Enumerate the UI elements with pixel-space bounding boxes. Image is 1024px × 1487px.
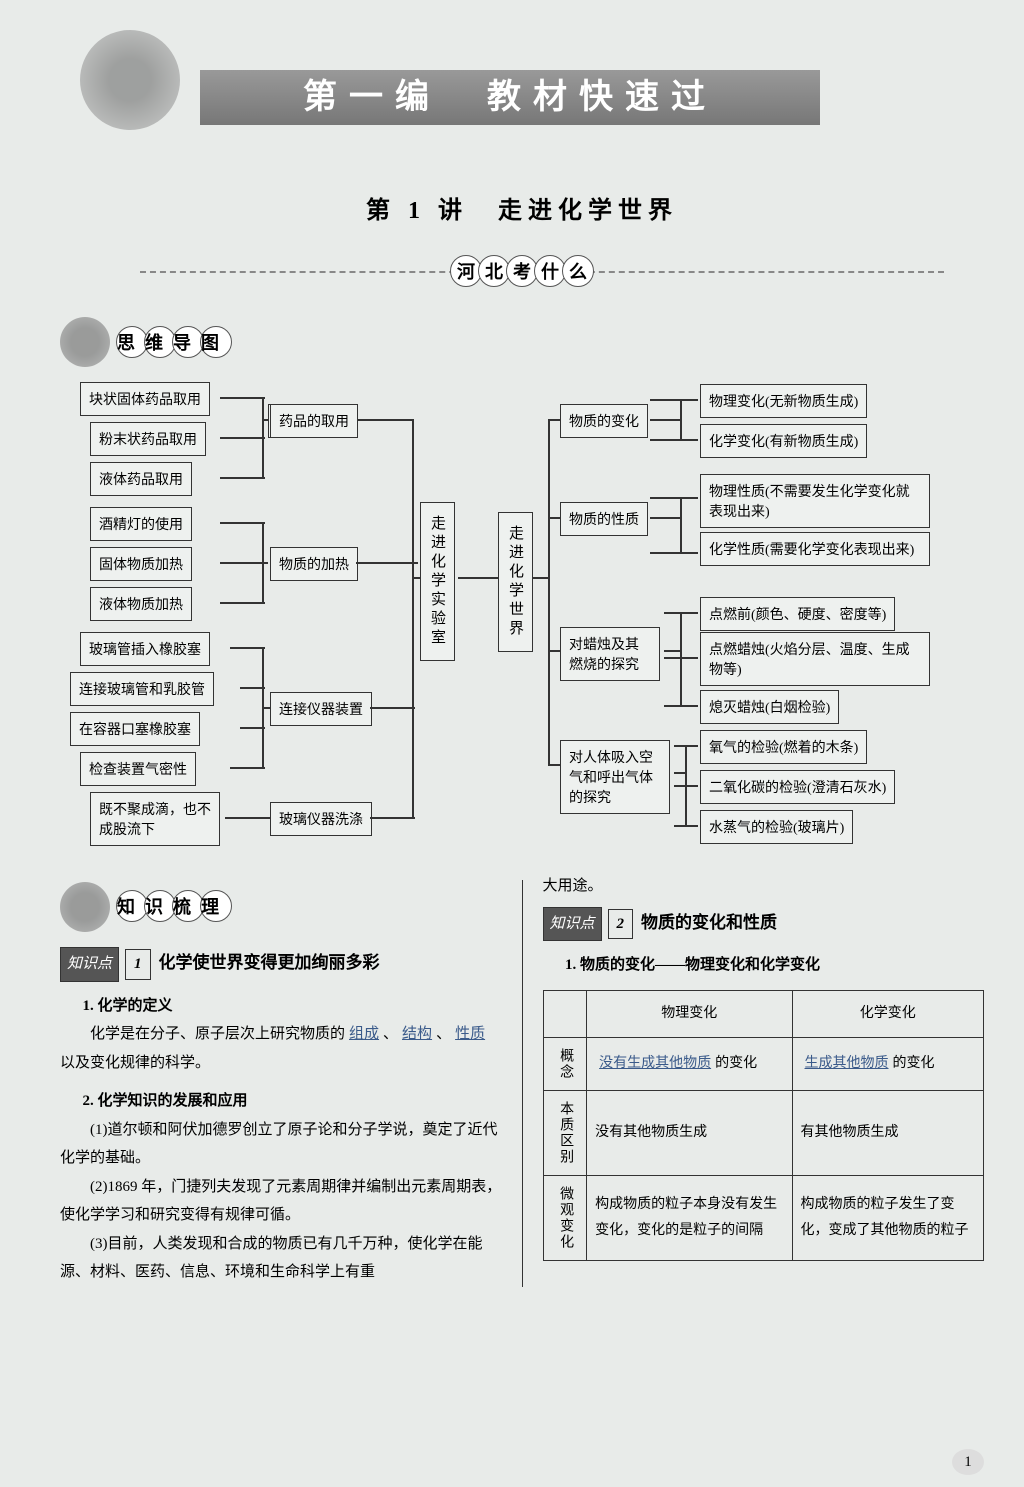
body-text: (3)目前，人类发现和合成的物质已有几千万种，使化学在能源、材料、医药、信息、环… <box>60 1230 502 1287</box>
banner-title: 第一编 教材快速过 <box>200 70 820 125</box>
node: 块状固体药品取用 <box>80 382 210 416</box>
book-icon <box>80 30 180 130</box>
node: 点燃蜡烛(火焰分层、温度、生成物等) <box>700 632 930 686</box>
node: 物理变化(无新物质生成) <box>700 384 867 418</box>
knowledge-header: 知识梳理 <box>60 882 502 932</box>
node: 固体物质加热 <box>90 547 192 581</box>
node: 二氧化碳的检验(澄清石灰水) <box>700 770 895 804</box>
node: 酒精灯的使用 <box>90 507 192 541</box>
sub-heading: 2. 化学知识的发展和应用 <box>60 1087 502 1116</box>
right-column: 大用途。 知识点2物质的变化和性质 1. 物质的变化——物理变化和化学变化 物理… <box>543 872 985 1287</box>
column-divider <box>522 880 523 1287</box>
content-columns: 知识梳理 知识点1化学使世界变得更加绚丽多彩 1. 化学的定义 化学是在分子、原… <box>60 872 984 1287</box>
left-column: 知识梳理 知识点1化学使世界变得更加绚丽多彩 1. 化学的定义 化学是在分子、原… <box>60 872 502 1287</box>
table-header <box>543 990 587 1038</box>
node: 检查装置气密性 <box>80 752 196 786</box>
node: 点燃前(颜色、硬度、密度等) <box>700 597 895 631</box>
body-text: 化学是在分子、原子层次上研究物质的组成、结构、性质以及变化规律的科学。 <box>60 1020 502 1077</box>
mindmap-header: 思维导图 <box>60 317 984 367</box>
sub-heading: 1. 化学的定义 <box>60 992 502 1021</box>
table-row: 概念 没有生成其他物质的变化 生成其他物质的变化 <box>543 1038 984 1091</box>
continuation-text: 大用途。 <box>543 872 985 901</box>
node: 氧气的检验(燃着的木条) <box>700 730 867 764</box>
comparison-table: 物理变化 化学变化 概念 没有生成其他物质的变化 生成其他物质的变化 本质区别 … <box>543 990 985 1262</box>
node: 连接玻璃管和乳胶管 <box>70 672 214 706</box>
page-number: 1 <box>952 1449 984 1475</box>
center-node: 走进化学世界 <box>498 512 533 652</box>
body-text: (1)道尔顿和阿伏加德罗创立了原子论和分子学说，奠定了近代化学的基础。 <box>60 1116 502 1173</box>
hub-node: 物质的性质 <box>560 502 648 536</box>
divider-label: 河北考什么 <box>452 255 592 287</box>
hub-node: 对人体吸入空气和呼出气体的探究 <box>560 740 670 814</box>
node: 化学变化(有新物质生成) <box>700 424 867 458</box>
exam-section-divider: 河北考什么 <box>60 255 984 287</box>
node: 水蒸气的检验(玻璃片) <box>700 810 853 844</box>
node: 熄灭蜡烛(白烟检验) <box>700 690 839 724</box>
node: 液体物质加热 <box>90 587 192 621</box>
hub-node: 药品的取用 <box>270 404 358 438</box>
node: 玻璃管插入橡胶塞 <box>80 632 210 666</box>
body-text: (2)1869 年，门捷列夫发现了元素周期律并编制出元素周期表，使化学学习和研究… <box>60 1173 502 1230</box>
kp2-heading: 知识点2物质的变化和性质 <box>543 907 985 942</box>
node: 在容器口塞橡胶塞 <box>70 712 200 746</box>
lesson-subtitle: 第 1 讲 走进化学世界 <box>60 190 984 225</box>
mind-map: 走进化学世界 走进化学实验室 药品的取用 块状固体药品取用 粉末状药品取用 液体… <box>60 382 984 852</box>
magnifier-icon <box>60 882 110 932</box>
kp1-heading: 知识点1化学使世界变得更加绚丽多彩 <box>60 947 502 982</box>
table-row: 微观变化 构成物质的粒子本身没有发生变化，变化的是粒子的间隔 构成物质的粒子发生… <box>543 1176 984 1261</box>
left-hub: 走进化学实验室 <box>420 502 455 661</box>
hub-node: 连接仪器装置 <box>270 692 372 726</box>
main-banner: 第一编 教材快速过 <box>60 30 984 160</box>
table-header: 化学变化 <box>792 990 983 1038</box>
magnifier-icon <box>60 317 110 367</box>
node: 化学性质(需要化学变化表现出来) <box>700 532 930 566</box>
sub-heading: 1. 物质的变化——物理变化和化学变化 <box>543 951 985 980</box>
hub-node: 玻璃仪器洗涤 <box>270 802 372 836</box>
node: 粉末状药品取用 <box>90 422 206 456</box>
node: 液体药品取用 <box>90 462 192 496</box>
node: 物理性质(不需要发生化学变化就表现出来) <box>700 474 930 528</box>
table-header: 物理变化 <box>587 990 792 1038</box>
hub-node: 物质的变化 <box>560 404 648 438</box>
table-row: 本质区别 没有其他物质生成 有其他物质生成 <box>543 1091 984 1176</box>
node: 既不聚成滴，也不成股流下 <box>90 792 220 846</box>
hub-node: 物质的加热 <box>270 547 358 581</box>
hub-node: 对蜡烛及其燃烧的探究 <box>560 627 660 681</box>
